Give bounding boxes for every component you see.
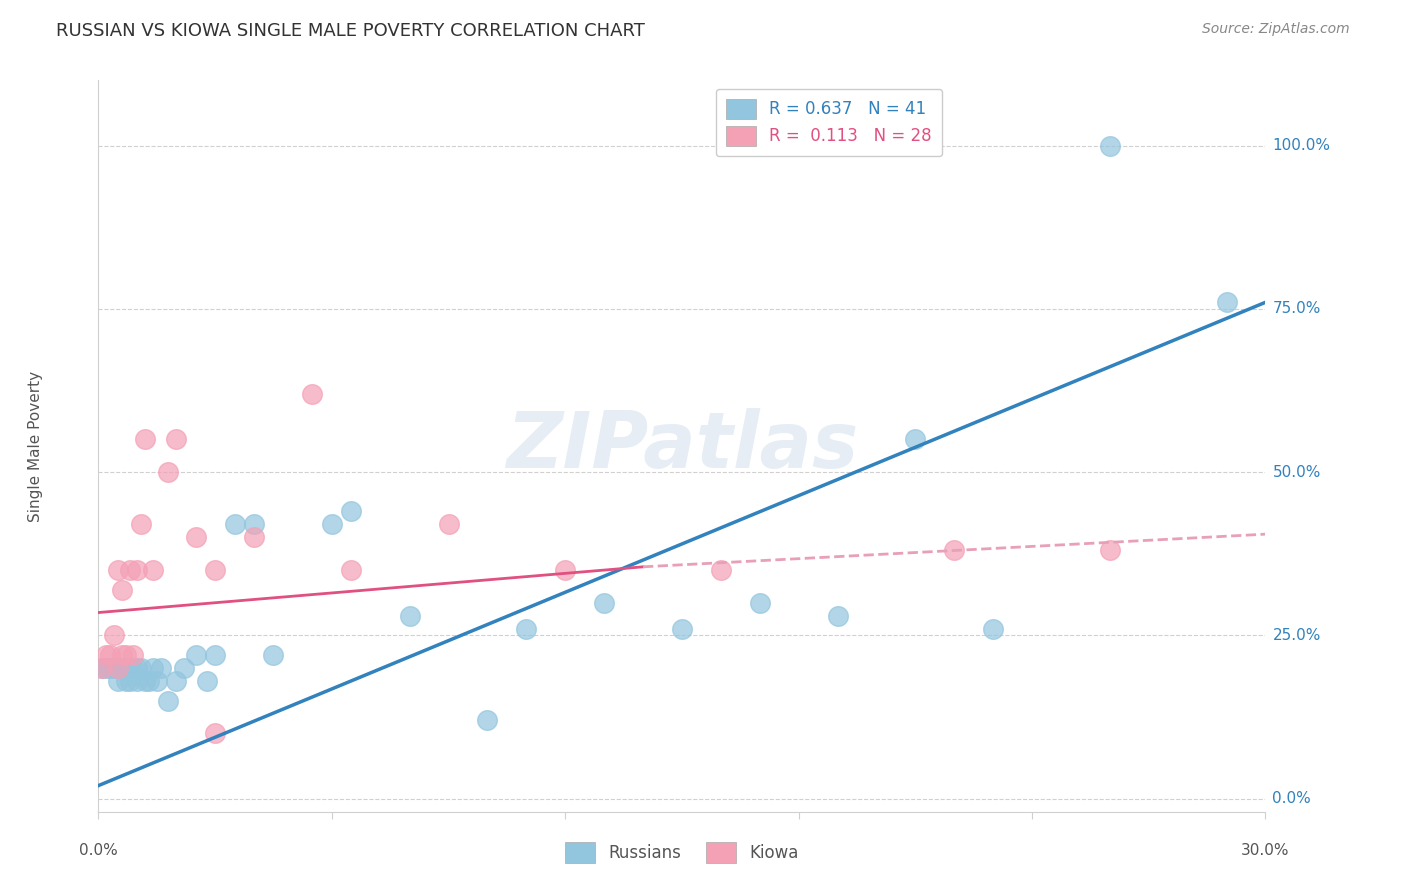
Point bbox=[943, 543, 966, 558]
Point bbox=[340, 563, 363, 577]
Point bbox=[127, 563, 149, 577]
Text: 0.0%: 0.0% bbox=[1272, 791, 1312, 806]
Point bbox=[134, 674, 156, 689]
Text: 100.0%: 100.0% bbox=[1272, 138, 1330, 153]
Point bbox=[554, 563, 576, 577]
Point bbox=[114, 674, 136, 689]
Point bbox=[107, 661, 129, 675]
Point bbox=[107, 674, 129, 689]
Point bbox=[157, 465, 180, 479]
Point bbox=[262, 648, 284, 662]
Point bbox=[146, 674, 169, 689]
Text: Source: ZipAtlas.com: Source: ZipAtlas.com bbox=[1202, 22, 1350, 37]
Point bbox=[904, 433, 927, 447]
Point bbox=[593, 596, 616, 610]
Point bbox=[243, 530, 266, 544]
Point bbox=[122, 661, 145, 675]
Point bbox=[671, 622, 693, 636]
Point bbox=[321, 517, 343, 532]
Point bbox=[103, 661, 125, 675]
Point bbox=[398, 608, 420, 623]
Point bbox=[301, 386, 323, 401]
Point bbox=[127, 674, 149, 689]
Text: 75.0%: 75.0% bbox=[1272, 301, 1320, 317]
Legend: Russians, Kiowa: Russians, Kiowa bbox=[558, 836, 806, 869]
Point bbox=[122, 648, 145, 662]
Point bbox=[91, 661, 114, 675]
Point bbox=[142, 563, 165, 577]
Text: 25.0%: 25.0% bbox=[1272, 628, 1320, 643]
Point bbox=[515, 622, 537, 636]
Point bbox=[827, 608, 849, 623]
Point bbox=[129, 661, 152, 675]
Point bbox=[981, 622, 1004, 636]
Point bbox=[165, 433, 187, 447]
Text: 50.0%: 50.0% bbox=[1272, 465, 1320, 480]
Point bbox=[107, 661, 129, 675]
Point bbox=[118, 563, 141, 577]
Point bbox=[107, 563, 129, 577]
Point bbox=[118, 674, 141, 689]
Point bbox=[437, 517, 460, 532]
Point bbox=[748, 596, 770, 610]
Point bbox=[127, 661, 149, 675]
Point bbox=[111, 582, 134, 597]
Point bbox=[157, 694, 180, 708]
Text: ZIPatlas: ZIPatlas bbox=[506, 408, 858, 484]
Point bbox=[142, 661, 165, 675]
Text: RUSSIAN VS KIOWA SINGLE MALE POVERTY CORRELATION CHART: RUSSIAN VS KIOWA SINGLE MALE POVERTY COR… bbox=[56, 22, 645, 40]
Point bbox=[1215, 295, 1237, 310]
Point bbox=[149, 661, 172, 675]
Point bbox=[184, 648, 207, 662]
Point bbox=[103, 628, 125, 642]
Point bbox=[204, 563, 226, 577]
Text: Single Male Poverty: Single Male Poverty bbox=[28, 370, 42, 522]
Point bbox=[165, 674, 187, 689]
Point bbox=[114, 648, 136, 662]
Point bbox=[184, 530, 207, 544]
Point bbox=[98, 648, 121, 662]
Point bbox=[1098, 543, 1121, 558]
Point bbox=[1098, 138, 1121, 153]
Point bbox=[195, 674, 218, 689]
Point bbox=[96, 661, 118, 675]
Point bbox=[173, 661, 195, 675]
Point bbox=[129, 517, 152, 532]
Point bbox=[111, 648, 134, 662]
Point bbox=[138, 674, 160, 689]
Point bbox=[98, 661, 121, 675]
Point bbox=[118, 661, 141, 675]
Point bbox=[477, 714, 499, 728]
Point bbox=[204, 726, 226, 740]
Point bbox=[134, 433, 156, 447]
Text: 0.0%: 0.0% bbox=[79, 843, 118, 858]
Point bbox=[91, 661, 114, 675]
Point bbox=[340, 504, 363, 518]
Point bbox=[710, 563, 733, 577]
Point bbox=[224, 517, 246, 532]
Point bbox=[204, 648, 226, 662]
Point bbox=[111, 661, 134, 675]
Text: 30.0%: 30.0% bbox=[1241, 843, 1289, 858]
Point bbox=[243, 517, 266, 532]
Point bbox=[96, 648, 118, 662]
